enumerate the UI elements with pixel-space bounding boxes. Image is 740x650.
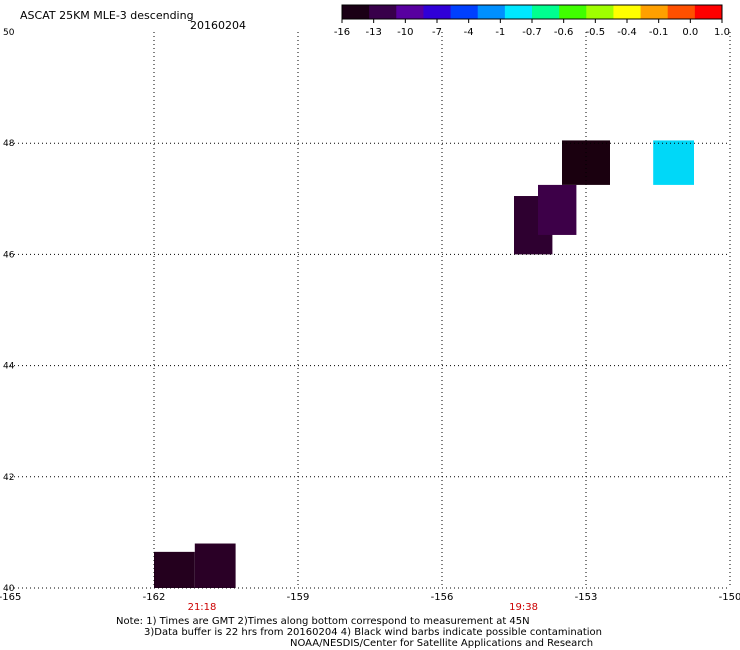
lat-tick-label: 40 [3,584,15,594]
colorbar-tick-label: -0.6 [554,27,574,38]
colorbar-segment [423,5,452,19]
data-cell [538,184,577,235]
colorbar-tick-label: -7 [432,27,442,38]
colorbar-segment [342,5,370,19]
colorbar-tick-label: 1.0 [714,27,730,38]
lon-tick-label: -156 [431,592,454,603]
colorbar-tick-label: -1 [495,27,505,38]
colorbar-tick-label: -13 [365,27,381,38]
pass-time-label: 19:38 [509,602,538,613]
colorbar-tick-label: -0.7 [522,27,542,38]
lon-tick-label: -159 [287,592,310,603]
colorbar-segment [640,5,669,19]
map-title: ASCAT 25KM MLE-3 descending [20,9,194,22]
lat-tick-label: 48 [3,139,15,149]
lon-tick-label: -162 [143,592,166,603]
colorbar-segment [477,5,506,19]
lon-tick-label: -165 [0,592,21,603]
data-cell [194,543,236,588]
colorbar-tick-label: -0.5 [586,27,606,38]
colorbar-segment [586,5,614,19]
colorbar-segment [369,5,397,19]
lat-tick-label: 46 [3,250,15,260]
colorbar-tick-label: -4 [464,27,474,38]
colorbar: -16 -13 -10 -7 -4 -1 -0.7 -0.6 -0.5 -0.4 -0.1 0.0 1.… [334,4,730,38]
data-cell [562,140,610,185]
colorbar-tick-label: -0.1 [649,27,669,38]
data-cell [154,551,195,588]
note-line-2: 3)Data buffer is 22 hrs from 20160204 4)… [144,627,602,638]
data-cell [653,140,694,185]
colorbar-segment [559,5,587,19]
pass-time-label: 21:18 [188,602,217,613]
colorbar-segment [532,5,560,19]
lat-tick-label: 50 [3,28,15,38]
colorbar-tick-label: -10 [397,27,413,38]
colorbar-segment [667,5,696,19]
colorbar-tick-label: -0.4 [617,27,637,38]
colorbar-tick-label: 0.0 [682,27,698,38]
lon-tick-label: -153 [575,592,598,603]
map-date: 20160204 [190,19,246,32]
lat-tick-label: 44 [3,362,15,372]
colorbar-tick-label: -16 [334,27,350,38]
colorbar-segment [613,5,642,19]
lon-tick-label: -150 [719,592,740,603]
map-plot: -165 -162 -159 -156 -153 -150 50 48 46 44 42 40 21:1… [0,28,740,613]
colorbar-segment [504,5,533,19]
note-line-1: Note: 1) Times are GMT 2)Times along bot… [116,616,530,627]
lat-tick-label: 42 [3,473,14,483]
colorbar-segment [450,5,479,19]
note-line-3: NOAA/NESDIS/Center for Satellite Applica… [290,638,594,649]
colorbar-segment [396,5,424,19]
colorbar-segment [694,5,723,19]
